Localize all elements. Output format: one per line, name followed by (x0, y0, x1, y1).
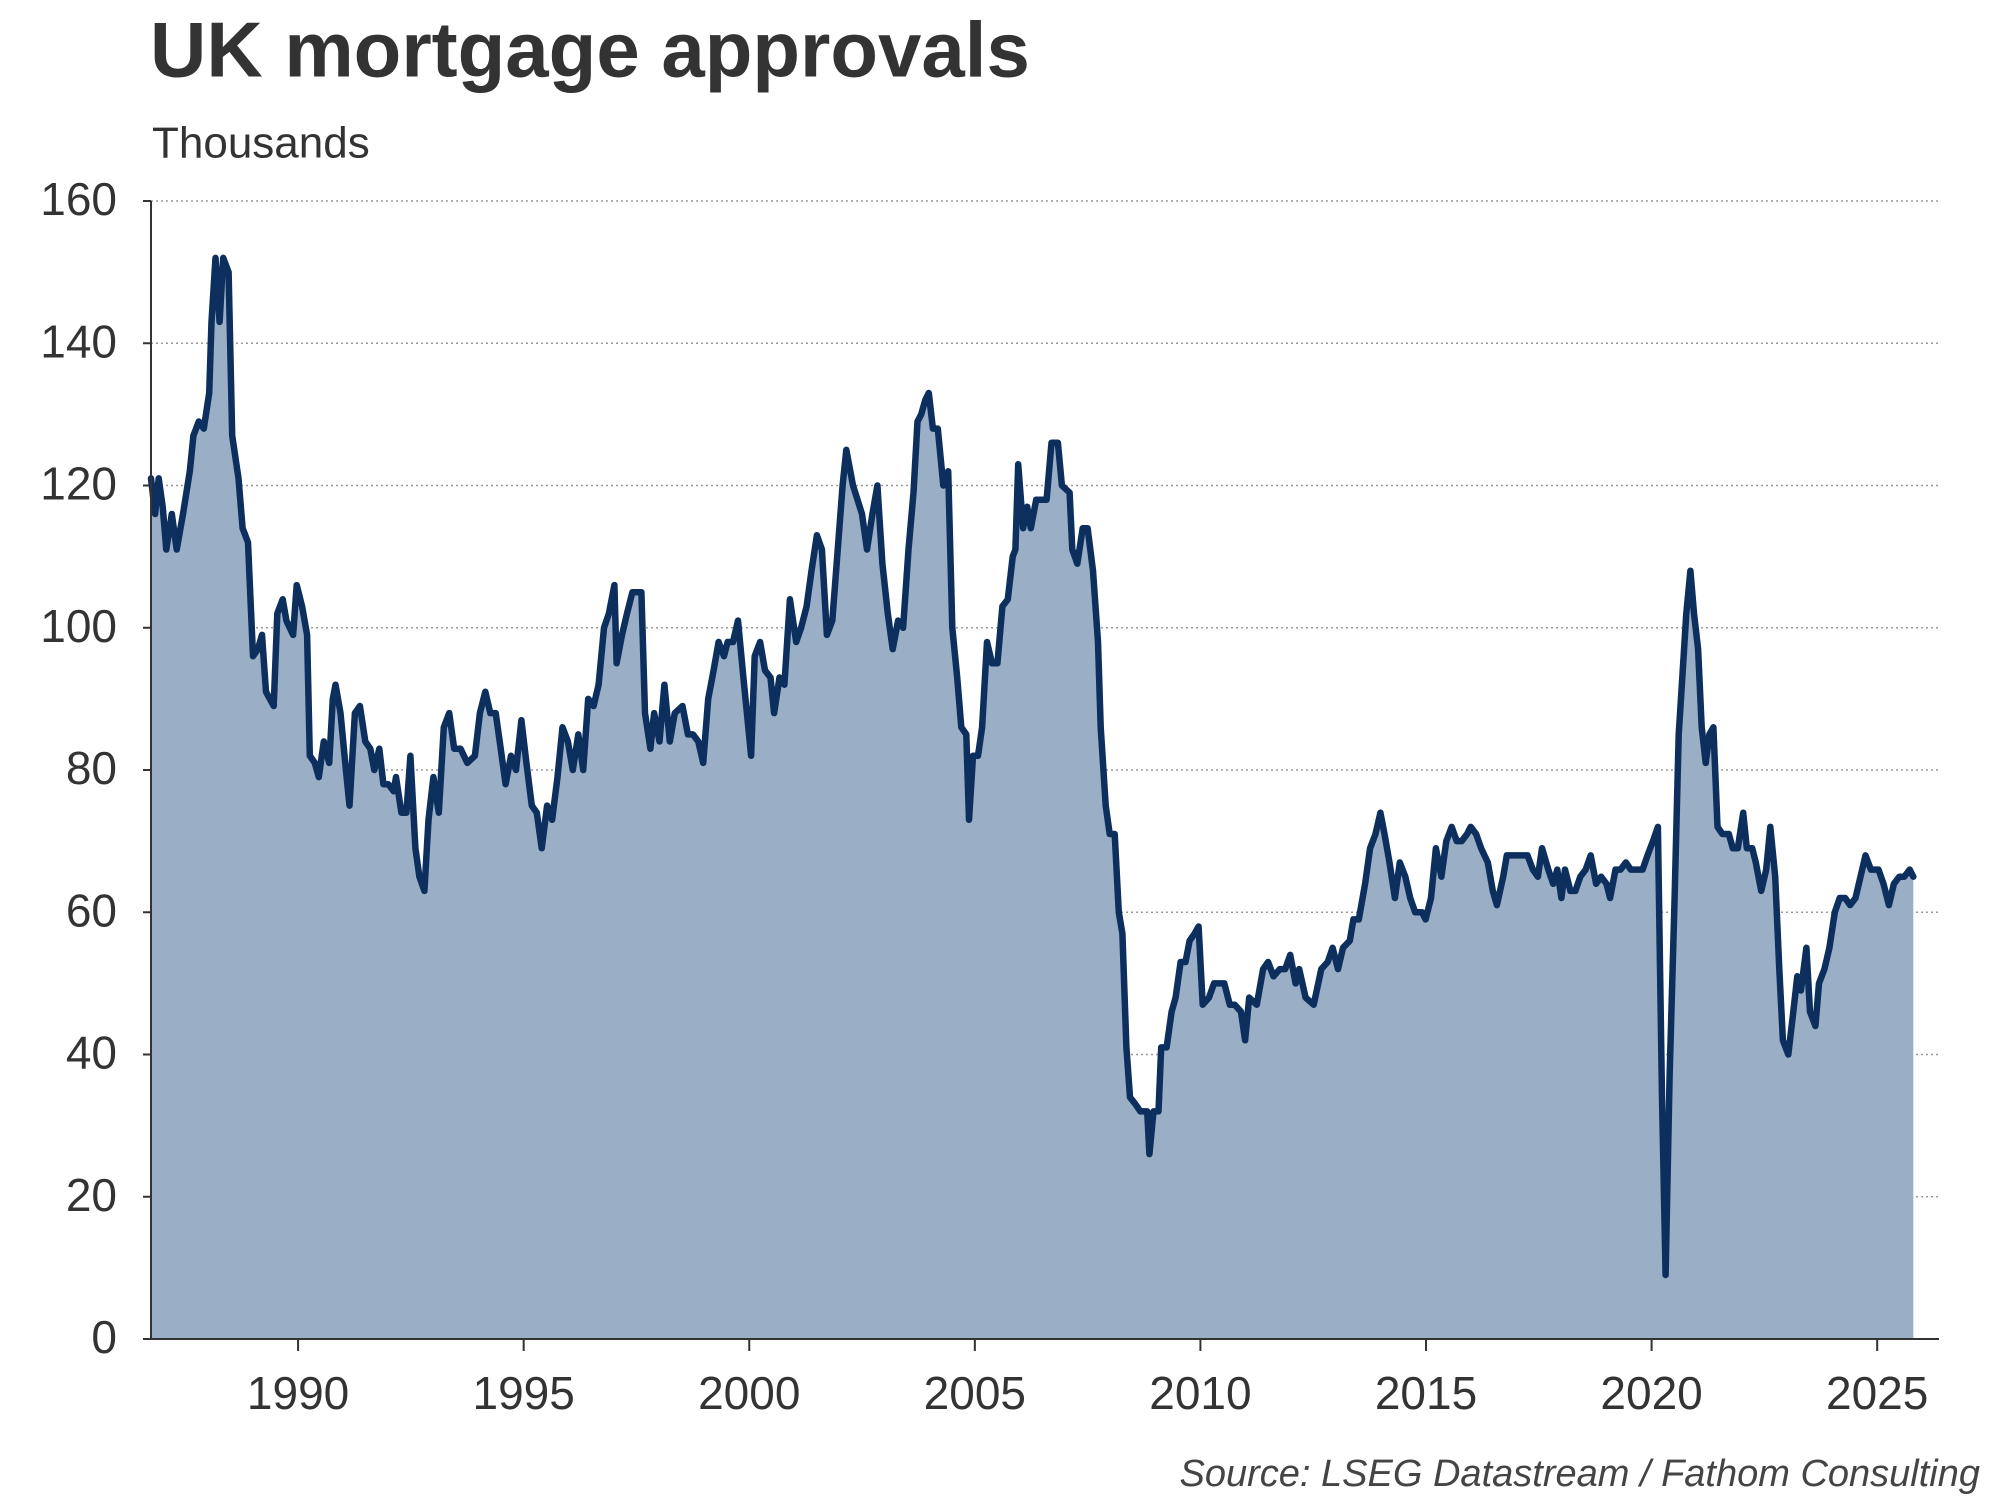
source-note: Source: LSEG Datastream / Fathom Consult… (1180, 1453, 1980, 1495)
x-tick-label: 2010 (1149, 1367, 1251, 1419)
y-tick-label: 60 (66, 884, 117, 936)
y-tick-label: 0 (91, 1311, 117, 1363)
series-line (147, 254, 1917, 1279)
y-tick-label: 20 (66, 1169, 117, 1221)
y-tick-label: 100 (40, 600, 117, 652)
x-tick-label: 2025 (1826, 1367, 1928, 1419)
y-tick-label: 40 (66, 1027, 117, 1079)
x-tick-label: 1995 (472, 1367, 574, 1419)
area-fill (151, 257, 1914, 1339)
x-tick-label: 2015 (1375, 1367, 1477, 1419)
y-tick-label: 160 (40, 173, 117, 225)
y-tick-label: 140 (40, 315, 117, 367)
chart-subtitle: Thousands (152, 119, 370, 168)
x-tick-label: 2020 (1600, 1367, 1702, 1419)
x-tick-label: 2005 (924, 1367, 1026, 1419)
chart-title: UK mortgage approvals (150, 6, 1030, 94)
x-tick-label: 1990 (247, 1367, 349, 1419)
x-tick-label: 2000 (698, 1367, 800, 1419)
y-tick-label: 120 (40, 458, 117, 510)
y-tick-label: 80 (66, 742, 117, 794)
